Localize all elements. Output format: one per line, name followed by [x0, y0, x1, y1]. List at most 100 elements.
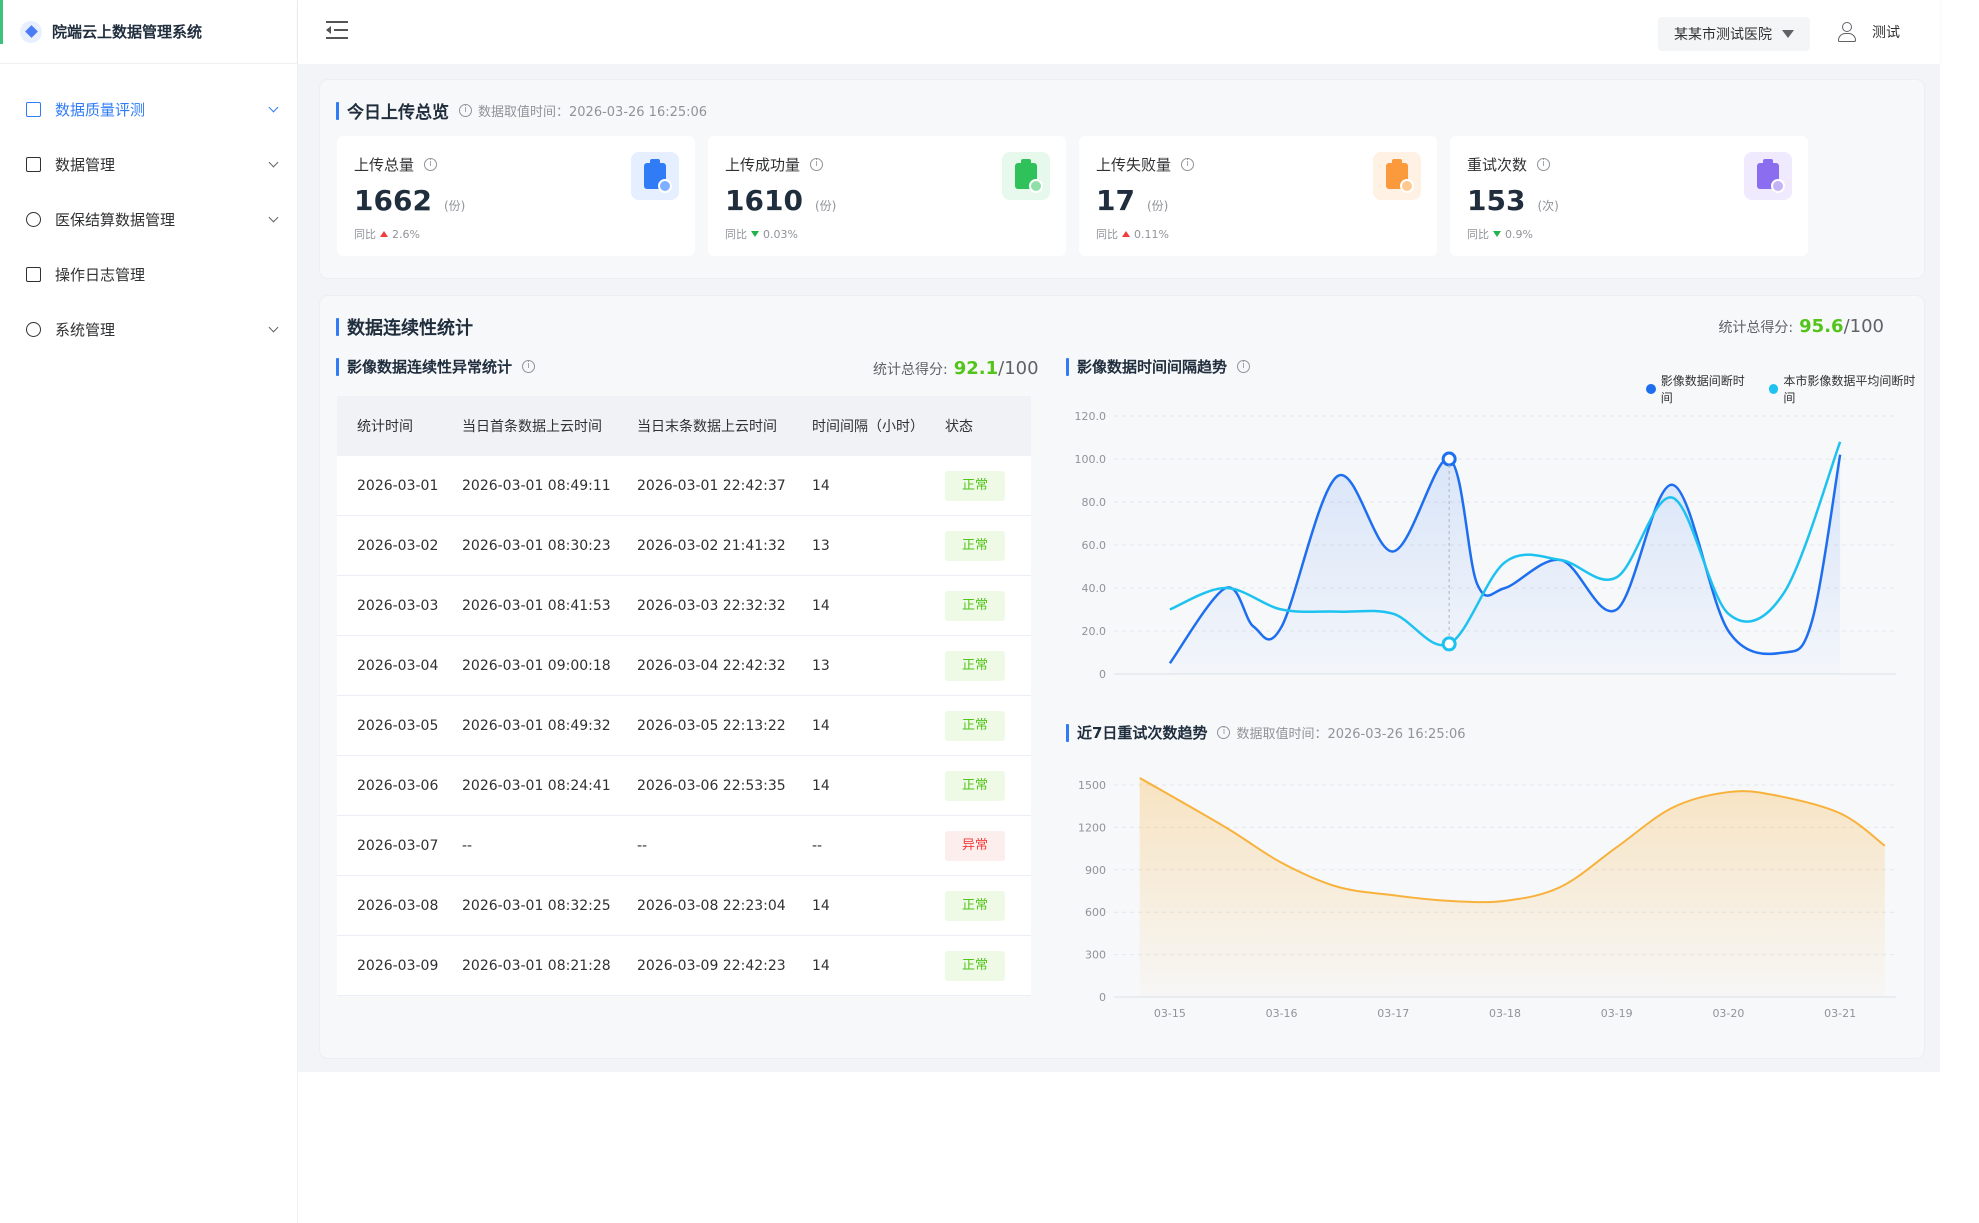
legend-label[interactable]: 影像数据间断时间: [1660, 374, 1745, 405]
table-cell: 2026-03-01 08:21:28: [462, 957, 611, 974]
status-badge: 正常: [945, 530, 1005, 561]
y-tick-label: 1500: [1078, 779, 1106, 792]
y-tick-label: 80.0: [1082, 496, 1107, 509]
table-cell: 14: [812, 477, 830, 494]
logo-icon: [20, 20, 42, 43]
table-title: 影像数据连续性异常统计: [347, 358, 513, 376]
table-score: 统计总得分: 92.1/100: [873, 358, 1039, 379]
table-cell: 正常: [945, 590, 1031, 621]
table-cell: 14: [812, 777, 830, 794]
table-cell: 2026-03-03 22:32:32: [637, 597, 786, 614]
table-cell: 正常: [945, 770, 1031, 801]
x-tick-label: 03-17: [1377, 1007, 1409, 1020]
table-cell: 2026-03-01 08:24:41: [462, 777, 611, 794]
data-point-marker: [1441, 451, 1457, 467]
table-cell: 2026-03-06: [357, 777, 439, 794]
stat-label: 上传总量 i: [354, 154, 438, 175]
sidebar-item-label: 数据管理: [55, 156, 116, 174]
table-cell: 2026-03-09 22:42:23: [637, 957, 786, 974]
data-point-marker: [1441, 636, 1457, 652]
clipboard-success-icon: [1002, 152, 1050, 200]
overview-meta: 数据取值时间：2026-03-26 16:25:06: [478, 105, 708, 120]
table-cell: 2026-03-09: [357, 957, 439, 974]
sidebar-item-label: 操作日志管理: [55, 266, 146, 284]
table-cell: --: [462, 837, 473, 854]
table-row: 2026-03-07 -- -- -- 异常: [337, 816, 1031, 876]
table-cell: 2026-03-03: [357, 597, 439, 614]
title-bar: [336, 101, 339, 120]
top-header: 某某市测试医院 测试: [298, 0, 1940, 64]
sidebar-item-system[interactable]: 系统管理: [0, 302, 297, 357]
info-icon[interactable]: i: [424, 158, 438, 171]
sidebar-item-data[interactable]: 数据管理: [0, 137, 297, 192]
trend-down-icon: [1493, 231, 1501, 237]
info-icon[interactable]: i: [1181, 158, 1195, 171]
y-tick-label: 900: [1085, 864, 1106, 877]
user-menu[interactable]: 测试: [1838, 22, 1900, 42]
report-icon: [26, 102, 41, 117]
column-header: 统计时间: [357, 419, 413, 435]
y-tick-label: 60.0: [1082, 539, 1107, 552]
table-row: 2026-03-04 2026-03-01 09:00:18 2026-03-04 …: [337, 636, 1031, 696]
table-row: 2026-03-06 2026-03-01 08:24:41 2026-03-06 …: [337, 756, 1031, 816]
series-line: [1169, 441, 1842, 647]
legend-label[interactable]: 本市影像数据平均间断时间: [1783, 374, 1916, 405]
table-cell: 2026-03-04 22:42:32: [637, 657, 786, 674]
table-cell: 14: [812, 597, 830, 614]
stat-label: 重试次数 i: [1467, 154, 1551, 175]
table-cell: 2026-03-01 08:49:32: [462, 717, 611, 734]
table-cell: 2026-03-01: [357, 477, 439, 494]
info-icon[interactable]: i: [1537, 158, 1551, 171]
table-cell: 13: [812, 537, 830, 554]
menu-collapse-icon[interactable]: [326, 21, 348, 39]
info-icon[interactable]: i: [1237, 360, 1251, 373]
stat-value: 153 (次): [1467, 184, 1559, 217]
table-cell: --: [637, 837, 648, 854]
table-row: 2026-03-01 2026-03-01 08:49:11 2026-03-01 …: [337, 456, 1031, 516]
continuity-card: 数据连续性统计 统计总得分: 95.6/100 影像数据连续性异常统计 i 统计总…: [320, 296, 1924, 1058]
info-icon[interactable]: i: [1217, 726, 1231, 739]
user-name: 测试: [1872, 25, 1900, 41]
title-bar: [336, 318, 339, 336]
table-cell: 正常: [945, 470, 1031, 501]
table-cell: 2026-03-02: [357, 537, 439, 554]
table-cell: 14: [812, 897, 830, 914]
y-tick-label: 0: [1099, 991, 1106, 1004]
table-cell: 2026-03-01 08:49:11: [462, 477, 611, 494]
info-icon[interactable]: i: [459, 104, 472, 117]
stat-label: 上传成功量 i: [725, 154, 824, 175]
table-cell: 2026-03-04: [357, 657, 439, 674]
info-icon[interactable]: i: [522, 360, 536, 373]
info-icon[interactable]: i: [810, 158, 824, 171]
app-title: 院端云上数据管理系统: [52, 23, 203, 41]
table-cell: 2026-03-08: [357, 897, 439, 914]
table-cell: 正常: [945, 710, 1031, 741]
y-tick-label: 600: [1085, 906, 1106, 919]
hospital-select-value: 某某市测试医院: [1674, 27, 1772, 43]
table-cell: 2026-03-05 22:13:22: [637, 717, 786, 734]
y-tick-label: 40.0: [1082, 582, 1107, 595]
sidebar-item-insurance[interactable]: 医保结算数据管理: [0, 192, 297, 247]
area-chart-title-group: 近7日重试次数趋势 i 数据取值时间：2026-03-26 16:25:06: [1066, 722, 1466, 743]
y-tick-label: 100.0: [1075, 453, 1107, 466]
x-tick-label: 03-20: [1712, 1007, 1744, 1020]
chevron-down-icon: [268, 212, 279, 223]
app-logo[interactable]: 院端云上数据管理系统: [0, 0, 297, 64]
table-row: 2026-03-02 2026-03-01 08:30:23 2026-03-02 …: [337, 516, 1031, 576]
title-bar: [1066, 357, 1069, 376]
sidebar-item-log[interactable]: 操作日志管理: [0, 247, 297, 302]
y-tick-label: 120.0: [1075, 410, 1107, 423]
sidebar-item-quality[interactable]: 数据质量评测: [0, 82, 297, 137]
table-row: 2026-03-03 2026-03-01 08:41:53 2026-03-03 …: [337, 576, 1031, 636]
series-line: [1139, 777, 1886, 904]
table-cell: 2026-03-01 08:32:25: [462, 897, 611, 914]
status-badge: 正常: [945, 890, 1005, 921]
area-chart-title: 近7日重试次数趋势: [1077, 724, 1208, 742]
hospital-select[interactable]: 某某市测试医院: [1658, 17, 1810, 51]
line-chart-legend: 影像数据间断时间 本市影像数据平均间断时间: [1646, 372, 1924, 406]
log-icon: [26, 267, 41, 282]
line-chart-title-group: 影像数据时间间隔趋势 i: [1066, 356, 1251, 377]
table-cell: 正常: [945, 950, 1031, 981]
gear-icon: [26, 322, 41, 337]
area-chart-meta: 数据取值时间：2026-03-26 16:25:06: [1236, 727, 1466, 742]
